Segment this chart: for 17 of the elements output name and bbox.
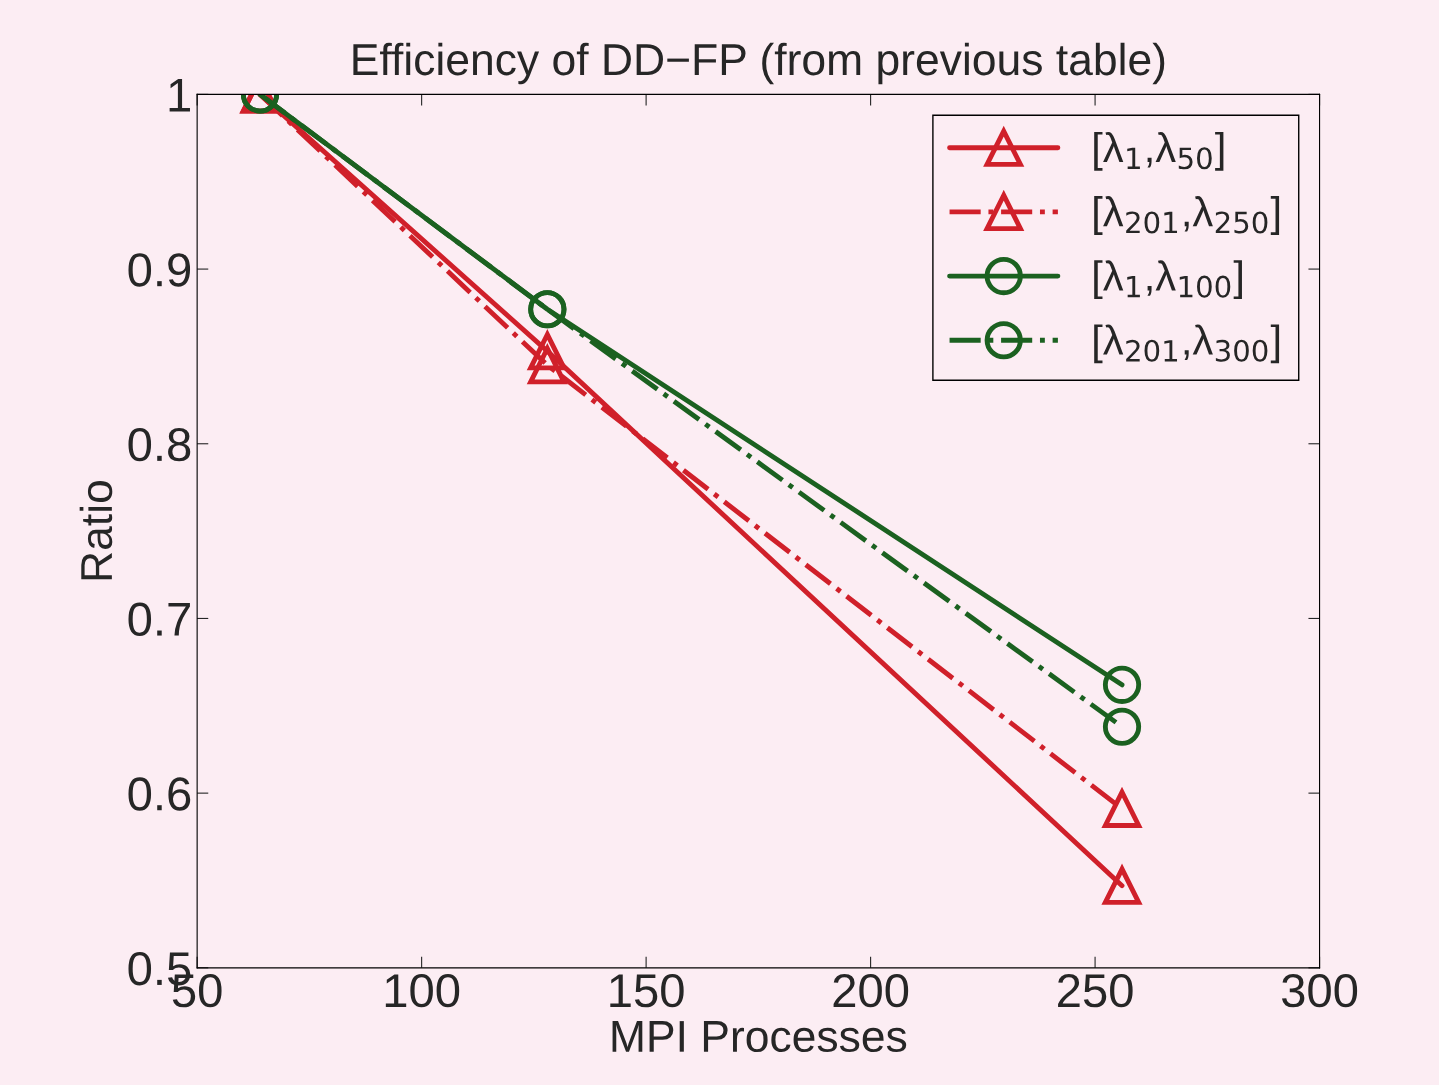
x-tick-label: 200 [833, 973, 909, 1008]
legend-label: [λ$_{1}$,λ$_{100}$] [1094, 260, 1242, 300]
y-axis-title: Ratio [79, 481, 113, 580]
x-tick-label: 150 [610, 973, 684, 1008]
x-tick-label: 300 [1281, 973, 1358, 1008]
y-tick-label: 1 [169, 79, 190, 112]
y-tick-label: 0.6 [128, 777, 191, 811]
legend-label: [λ$_{201}$,λ$_{250}$] [1094, 196, 1280, 235]
y-tick-label: 0.7 [128, 602, 190, 637]
y-tick-label: 0.8 [128, 427, 191, 462]
legend-label: [λ$_{1}$,λ$_{50}$] [1094, 131, 1224, 171]
chart-title: Efficiency of DD−FP (from previous table) [353, 42, 1165, 85]
y-tick-label: 0.9 [128, 253, 191, 287]
x-tick-label: 100 [385, 973, 460, 1008]
legend-label: [λ$_{201}$,λ$_{300}$] [1094, 324, 1280, 364]
x-tick-label: 250 [1058, 973, 1133, 1008]
x-axis-title: MPI Processes [612, 1021, 907, 1053]
